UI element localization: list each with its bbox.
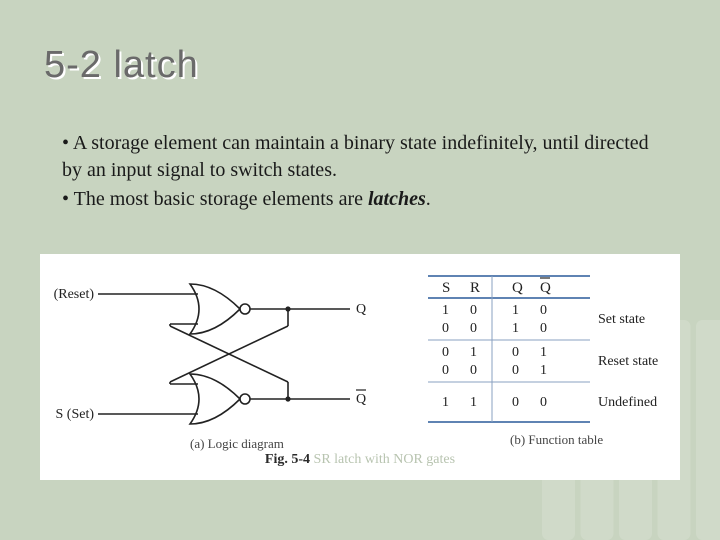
svg-text:1: 1 xyxy=(470,395,477,410)
bullet-1: • A storage element can maintain a binar… xyxy=(62,130,662,184)
figure-area: R (Reset) S (Set) Q Q (a) Logic diagram … xyxy=(40,254,680,480)
svg-text:0: 0 xyxy=(442,363,449,378)
svg-text:1: 1 xyxy=(470,345,477,360)
svg-text:0: 0 xyxy=(540,303,547,318)
th-r: R xyxy=(470,280,480,296)
svg-text:0: 0 xyxy=(442,321,449,336)
svg-text:0: 0 xyxy=(540,321,547,336)
group-reset: Reset state xyxy=(598,354,658,369)
svg-text:0: 0 xyxy=(512,363,519,378)
logic-diagram: R (Reset) S (Set) Q Q (a) Logic diagram xyxy=(50,264,406,454)
th-qbar: Q xyxy=(540,280,551,296)
svg-text:0: 0 xyxy=(470,321,477,336)
group-set: Set state xyxy=(598,312,645,327)
svg-text:0: 0 xyxy=(540,395,547,410)
label-s: S (Set) xyxy=(56,407,95,422)
label-qbar: Q xyxy=(356,392,366,407)
group-undef: Undefined xyxy=(598,395,657,410)
label-r: R (Reset) xyxy=(50,287,94,302)
bullet-2: • The most basic storage elements are la… xyxy=(62,186,662,213)
svg-text:1: 1 xyxy=(442,303,449,318)
logic-subcaption: (a) Logic diagram xyxy=(190,436,284,451)
svg-text:0: 0 xyxy=(470,363,477,378)
figure-caption: Fig. 5-4 SR latch with NOR gates xyxy=(40,452,680,468)
function-table: S R Q Q 1 0 1 0 0 0 1 0 0 1 0 1 0 0 0 1 1 1 0 0 Set sta… xyxy=(420,264,670,454)
th-s: S xyxy=(442,280,450,296)
svg-text:0: 0 xyxy=(442,345,449,360)
svg-text:1: 1 xyxy=(540,345,547,360)
bullet-list: • A storage element can maintain a binar… xyxy=(62,130,662,215)
th-q: Q xyxy=(512,280,523,296)
table-subcaption: (b) Function table xyxy=(510,432,603,447)
svg-text:1: 1 xyxy=(540,363,547,378)
svg-text:0: 0 xyxy=(470,303,477,318)
svg-text:0: 0 xyxy=(512,345,519,360)
svg-text:1: 1 xyxy=(512,303,519,318)
svg-text:1: 1 xyxy=(442,395,449,410)
svg-text:0: 0 xyxy=(512,395,519,410)
svg-text:1: 1 xyxy=(512,321,519,336)
slide-title: 5-2 latch xyxy=(44,44,199,87)
label-q: Q xyxy=(356,302,366,317)
